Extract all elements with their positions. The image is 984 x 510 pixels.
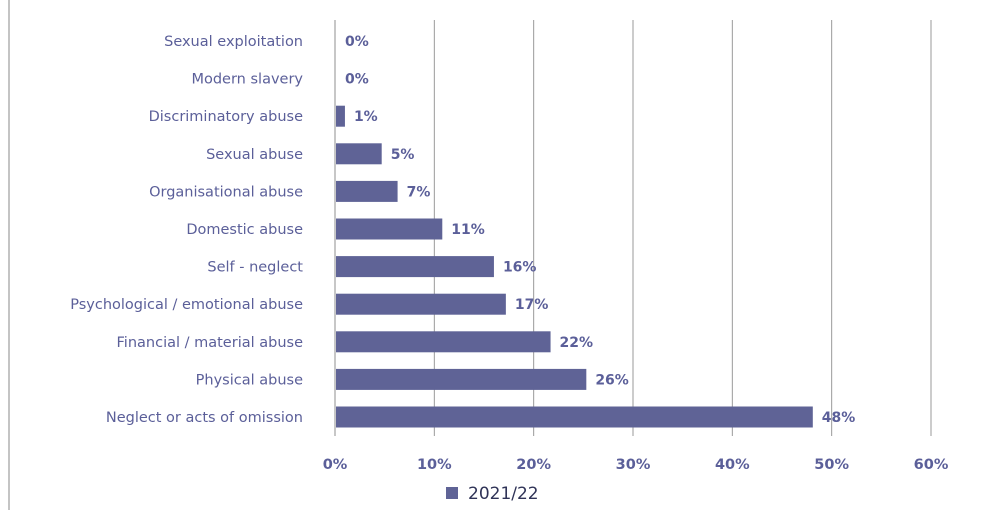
x-tick-label: 40%: [715, 457, 750, 473]
value-labels: 0% 0% 1% 5% 7% 11% 16% 17% 22% 26% 48%: [345, 34, 855, 426]
x-tick-label: 20%: [516, 457, 551, 473]
data-label: 48%: [822, 410, 856, 426]
data-label: 1%: [354, 109, 378, 125]
x-axis-tick-labels: 0% 10% 20% 30% 40% 50% 60%: [323, 457, 949, 473]
category-label: Neglect or acts of omission: [106, 410, 303, 426]
x-tick-label: 0%: [323, 457, 348, 473]
data-label: 22%: [560, 335, 594, 351]
data-label: 0%: [345, 72, 369, 88]
category-label: Sexual abuse: [206, 147, 303, 163]
category-label: Domestic abuse: [186, 222, 303, 238]
data-label: 5%: [391, 147, 415, 163]
legend: 2021/22: [446, 484, 539, 504]
legend-label: 2021/22: [468, 484, 539, 504]
bar: [336, 368, 587, 390]
x-tick-label: 60%: [914, 457, 949, 473]
category-label: Discriminatory abuse: [149, 109, 303, 125]
x-tick-label: 30%: [616, 457, 651, 473]
bar: [336, 256, 494, 278]
data-label: 7%: [407, 184, 431, 200]
bar: [336, 293, 506, 315]
category-labels: Sexual exploitation Modern slavery Discrim…: [70, 34, 303, 426]
category-label: Self - neglect: [207, 260, 303, 276]
bar: [336, 180, 398, 202]
data-label: 26%: [595, 372, 629, 388]
category-label: Sexual exploitation: [164, 34, 303, 50]
data-label: 17%: [515, 297, 549, 313]
category-label: Modern slavery: [191, 72, 303, 88]
category-label: Financial / material abuse: [117, 335, 304, 351]
category-label: Organisational abuse: [149, 184, 303, 200]
category-label: Psychological / emotional abuse: [70, 297, 303, 313]
data-label: 0%: [345, 34, 369, 50]
category-label: Physical abuse: [196, 372, 303, 388]
bar: [336, 143, 382, 165]
x-tick-label: 10%: [417, 457, 452, 473]
data-label: 16%: [503, 260, 537, 276]
bar: [336, 331, 551, 353]
bar: [336, 105, 345, 127]
data-label: 11%: [451, 222, 485, 238]
bar: [336, 406, 813, 428]
bar: [336, 218, 443, 240]
bars: [336, 105, 813, 428]
legend-swatch: [446, 487, 458, 499]
x-tick-label: 50%: [814, 457, 849, 473]
